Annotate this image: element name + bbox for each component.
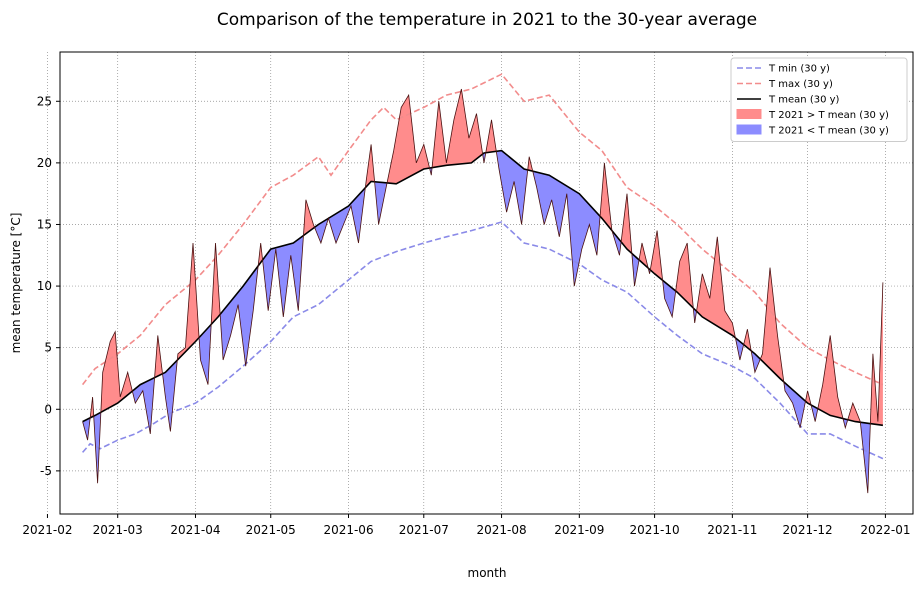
fill-above-mean-50 [870, 282, 883, 426]
fill-above-mean-46 [817, 335, 843, 419]
fill-below-mean-25 [496, 150, 528, 225]
x-tick-label-8: 2021-10 [630, 523, 680, 537]
fill-above-mean-4 [100, 331, 133, 413]
series-line-3 [82, 88, 884, 494]
fill-below-mean-31 [631, 253, 640, 287]
legend-swatch-4 [736, 124, 762, 135]
fill-below-mean-11 [220, 266, 259, 367]
fill-below-mean-1 [82, 417, 91, 441]
fill-below-mean-45 [811, 405, 818, 422]
x-tick-label-10: 2021-12 [783, 523, 833, 537]
x-tick-label-1: 2021-03 [93, 523, 143, 537]
series-line-1 [81, 73, 884, 386]
axis-ticks: 2021-02 2021-03 2021-04 2021-05 2021-06 2021-… [22, 94, 910, 537]
y-tick-label-4: 15 [37, 217, 52, 231]
legend-box [730, 57, 908, 142]
fill-above-mean-10 [211, 243, 221, 325]
fill-below-mean-43 [783, 381, 806, 428]
x-tick-label-4: 2021-06 [323, 523, 373, 537]
y-tick-label-5: 20 [37, 156, 52, 170]
fill-below-mean-9 [199, 324, 212, 385]
fill-above-mean-34 [650, 230, 663, 281]
fill-below-mean-7 [162, 360, 178, 432]
x-tick-label-7: 2021-09 [554, 523, 604, 537]
legend: T min (30 y) T max (30 y) T mean (30 y) T 2… [730, 57, 908, 142]
y-axis-title: mean temperature [°C] [9, 213, 23, 354]
legend-swatch-3 [736, 109, 762, 119]
legend-label-2: T mean (30 y) [768, 95, 840, 106]
fill-below-mean-49 [860, 422, 871, 494]
fill-above-mean-6 [154, 335, 163, 378]
fill-above-mean-18 [365, 144, 375, 188]
x-tick-label-5: 2021-07 [399, 523, 449, 537]
fill-above-mean-22 [432, 89, 483, 168]
fill-above-mean-8 [177, 243, 200, 361]
legend-label-4: T 2021 < T mean (30 y) [768, 126, 889, 137]
legend-label-1: T max (30 y) [768, 79, 833, 90]
fill-below-mean-37 [693, 308, 697, 323]
y-tick-label-1: 0 [44, 402, 52, 416]
fill-above-mean-20 [387, 95, 430, 184]
y-tick-label-6: 25 [37, 94, 52, 108]
x-tick-label-3: 2021-05 [246, 523, 296, 537]
fill-below-mean-35 [662, 280, 676, 317]
fill-above-mean-38 [696, 236, 736, 338]
fill-above-mean-14 [303, 199, 315, 236]
fill-above-mean-24 [485, 119, 497, 153]
plot-frame [59, 51, 914, 515]
fill-above-mean-42 [760, 267, 784, 382]
y-tick-label-0: -5 [40, 464, 52, 478]
x-tick-label-6: 2021-08 [476, 523, 526, 537]
fill-above-mean-36 [675, 243, 694, 309]
legend-label-3: T 2021 > T mean (30 y) [768, 110, 889, 121]
fill-below-mean-47 [843, 418, 848, 428]
x-tick-label-0: 2021-02 [22, 523, 72, 537]
fill-below-mean-41 [751, 350, 761, 373]
x-tick-label-11: 2022-01 [860, 523, 910, 537]
y-tick-label-2: 5 [44, 341, 52, 355]
series-lines [81, 73, 884, 494]
x-axis-title: month [468, 566, 507, 580]
fill-above-mean-30 [621, 193, 632, 254]
fill-above-mean-48 [847, 403, 861, 423]
fill-below-mean-27 [532, 171, 601, 287]
series-line-0 [81, 221, 884, 460]
series-line-2 [82, 149, 884, 427]
fill-below-mean-13 [262, 235, 304, 317]
fill-below-mean-15 [314, 218, 329, 243]
y-tick-label-3: 10 [37, 279, 52, 293]
x-tick-label-2: 2021-04 [170, 523, 220, 537]
x-tick-label-9: 2021-11 [707, 523, 757, 537]
fill-below-mean-5 [132, 377, 155, 434]
legend-label-0: T min (30 y) [768, 64, 830, 75]
difference-fills [82, 89, 883, 494]
chart-title: Comparison of the temperature in 2021 to… [217, 10, 757, 30]
